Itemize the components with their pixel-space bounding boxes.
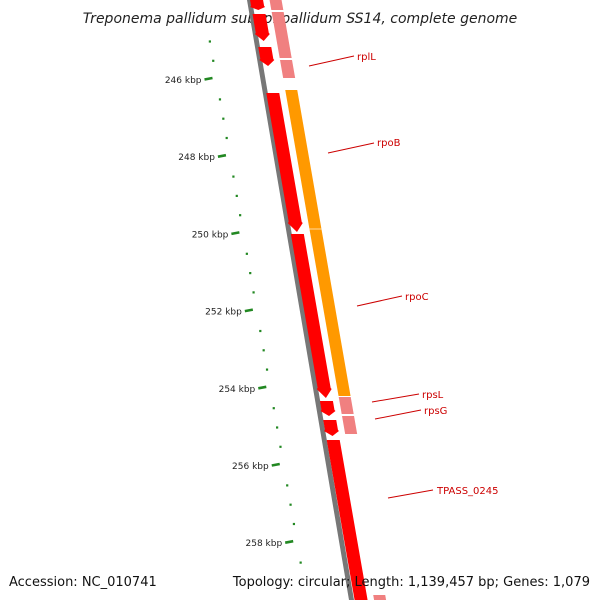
tick-label: 252 kbp [205, 308, 242, 318]
operon-track [269, 0, 387, 600]
minor-tick [259, 329, 262, 333]
minor-tick [208, 40, 211, 43]
major-tick-track: 246 kbp 248 kbp 250 kbp 252 kbp 254 kbp 256 k… [165, 76, 294, 549]
minor-tick [252, 291, 255, 294]
gene-rpsL-light [338, 397, 354, 414]
minor-tick [289, 503, 292, 506]
gene-label-leader [374, 409, 422, 420]
gene-label-leader [387, 489, 434, 499]
gene-label-rpoC: rpoC [405, 292, 429, 303]
tick-label: 258 kbp [246, 539, 283, 549]
major-tick [231, 231, 240, 236]
minor-tick [212, 59, 215, 62]
genome-summary-label: Topology: circular; Length: 1,139,457 bp… [232, 575, 590, 590]
gene-label-leader [308, 55, 355, 67]
minor-tick [272, 407, 275, 410]
minor-tick [265, 368, 269, 371]
gene-label-TPASS_0245: TPASS_0245 [436, 486, 498, 497]
minor-tick [218, 98, 222, 101]
tick-label: 256 kbp [232, 462, 269, 472]
gene-rplL-light [271, 12, 292, 58]
backbone-line [247, 0, 354, 600]
map-title: Treponema pallidum subsp. pallidum SS14,… [83, 11, 518, 27]
major-tick [271, 462, 280, 467]
minor-tick [239, 214, 242, 217]
gene-label-rpoB: rpoB [377, 138, 401, 149]
accession-label: Accession: NC_010741 [9, 575, 157, 590]
tick-label: 246 kbp [165, 76, 202, 86]
minor-tick [262, 349, 265, 352]
gene-rpsL [319, 401, 336, 416]
minor-tick [286, 484, 289, 487]
gene-rplL-light-2 [280, 60, 296, 78]
backbone [247, 0, 354, 600]
minor-tick [299, 561, 302, 564]
tick-label: 254 kbp [219, 385, 256, 395]
gene-rpoB [266, 93, 303, 232]
gene-label-rplL: rplL [357, 52, 376, 63]
minor-tick [225, 136, 228, 140]
gene-rpsG-light [342, 416, 358, 434]
gene-rpoC [290, 234, 332, 398]
minor-tick [279, 445, 282, 448]
gene-label-leader [356, 295, 403, 307]
gene-TPASS_0245 [326, 440, 368, 600]
tick-label: 250 kbp [192, 230, 229, 240]
gene-label-leader [327, 142, 375, 154]
gene-rpsG [323, 420, 339, 436]
gene-label-rpsL: rpsL [422, 390, 444, 401]
gene-labels: rplL rpoB rpoC rpsL rpsG TPASS_0245 [308, 52, 498, 499]
gene-label-leader [371, 393, 420, 403]
minor-tick-track [208, 40, 302, 564]
minor-tick [235, 194, 238, 197]
major-tick [244, 308, 254, 313]
gene-upstream-light [269, 0, 284, 10]
major-tick [204, 76, 213, 81]
gene-tail-light [373, 595, 387, 600]
minor-tick [249, 272, 252, 275]
major-tick [217, 153, 227, 158]
gene-rplL [258, 47, 275, 66]
gene-upstream [250, 0, 266, 10]
operon-rpoB-rpoC [285, 90, 351, 396]
minor-tick [232, 175, 235, 178]
major-tick [284, 539, 294, 544]
minor-tick [292, 522, 296, 526]
gene-label-rpsG: rpsG [424, 406, 447, 417]
gene-rplJ [252, 14, 270, 41]
gene-track [250, 0, 368, 600]
minor-tick [222, 117, 225, 120]
minor-tick [245, 252, 248, 255]
minor-tick [276, 426, 279, 429]
tick-label: 248 kbp [178, 153, 215, 163]
major-tick [258, 385, 267, 390]
